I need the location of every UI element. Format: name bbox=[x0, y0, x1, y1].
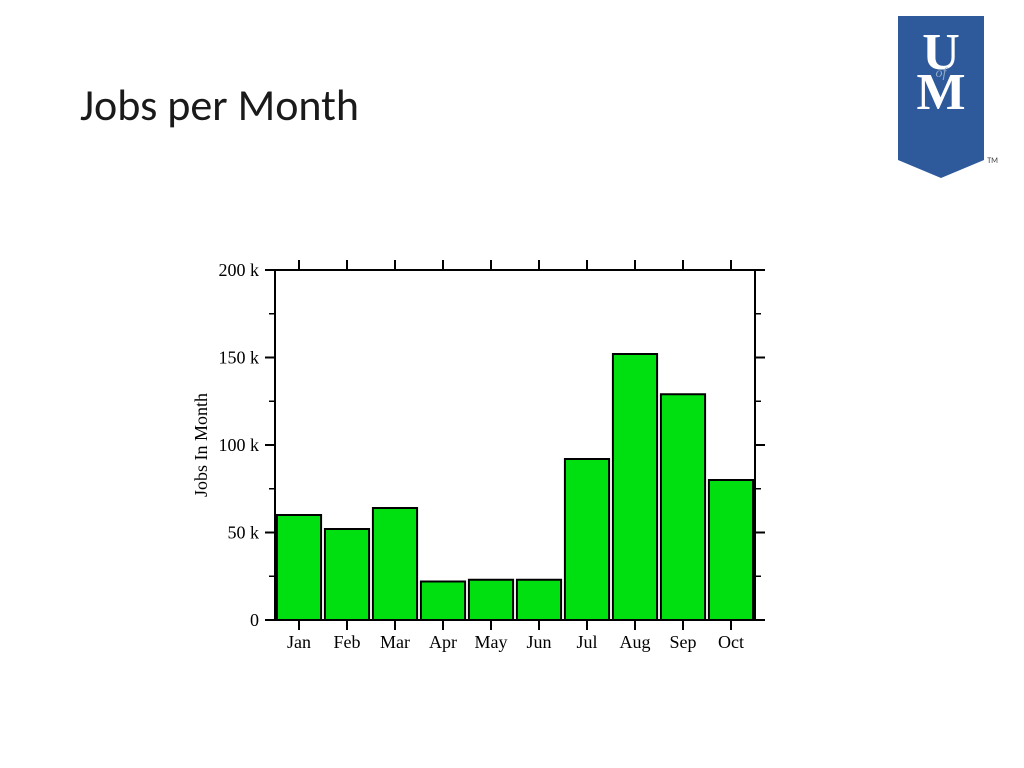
logo-letter-m: M bbox=[916, 70, 965, 117]
bar bbox=[469, 580, 513, 620]
bar bbox=[709, 480, 753, 620]
x-tick-label: Sep bbox=[670, 632, 697, 652]
x-tick-label: Feb bbox=[334, 632, 361, 652]
bar bbox=[565, 459, 609, 620]
x-tick-label: Jul bbox=[576, 632, 597, 652]
logo-banner: U of M bbox=[898, 16, 984, 160]
bar bbox=[325, 529, 369, 620]
y-axis-label: Jobs In Month bbox=[191, 393, 211, 497]
y-tick-label: 150 k bbox=[219, 348, 260, 368]
bar bbox=[613, 354, 657, 620]
bar bbox=[373, 508, 417, 620]
y-tick-label: 200 k bbox=[219, 260, 260, 280]
x-tick-label: Oct bbox=[718, 632, 744, 652]
slide: Jobs per Month U of M TM 0 50 k 100 k 150 k… bbox=[0, 0, 1024, 768]
x-tick-label: Aug bbox=[620, 632, 651, 652]
x-tick-label: Jan bbox=[287, 632, 311, 652]
jobs-chart: 0 50 k 100 k 150 k 200 k Jan Feb Mar Apr May Jun Ju… bbox=[175, 260, 775, 660]
logo: U of M TM bbox=[898, 16, 984, 160]
bar bbox=[661, 394, 705, 620]
y-tick-label: 100 k bbox=[219, 435, 260, 455]
logo-tm: TM bbox=[987, 156, 998, 166]
x-tick-label: Apr bbox=[429, 632, 457, 652]
bar bbox=[277, 515, 321, 620]
x-tick-label: May bbox=[475, 632, 508, 652]
page-title: Jobs per Month bbox=[80, 78, 359, 132]
bar bbox=[517, 580, 561, 620]
chart-svg: 0 50 k 100 k 150 k 200 k Jan Feb Mar Apr May Jun Ju… bbox=[175, 260, 775, 660]
x-tick-label: Jun bbox=[526, 632, 551, 652]
y-tick-label: 0 bbox=[250, 610, 259, 630]
bar bbox=[421, 582, 465, 621]
y-tick-label: 50 k bbox=[228, 523, 260, 543]
x-tick-label: Mar bbox=[380, 632, 410, 652]
